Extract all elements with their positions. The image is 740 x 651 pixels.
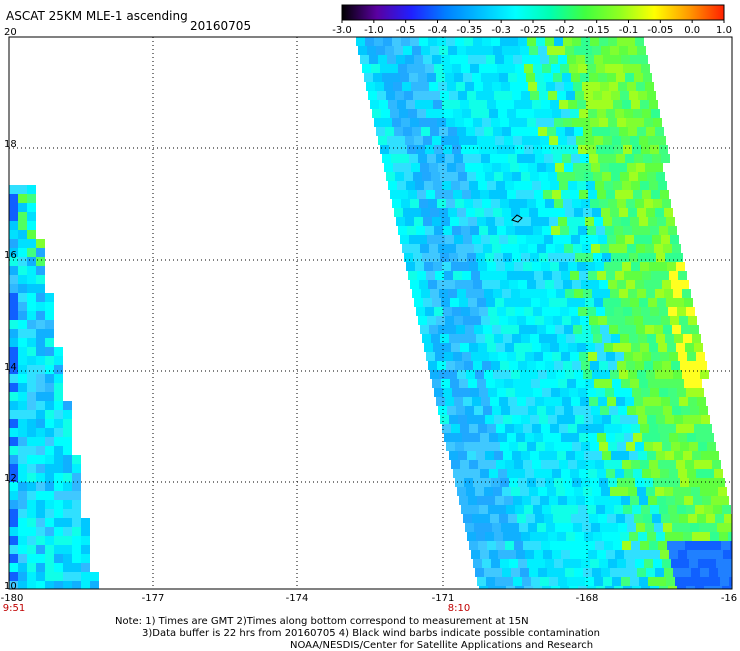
colorbar-label: -3.0 — [332, 25, 352, 36]
colorbar-label: -0.4 — [427, 25, 448, 36]
lat-label-16: 16 — [4, 250, 17, 261]
colorbar-label: -0.25 — [520, 25, 546, 36]
lat-label-12: 12 — [4, 473, 17, 484]
colorbar-label: -0.15 — [583, 25, 610, 36]
lon-label-177: -177 — [141, 593, 165, 604]
colorbar-label: 1.0 — [716, 25, 732, 36]
colorbar-label: -0.05 — [647, 25, 674, 36]
colorbar — [341, 4, 725, 23]
lat-label-14: 14 — [4, 362, 17, 373]
lat-label-18: 18 — [4, 139, 17, 150]
lat-label-20: 20 — [4, 27, 17, 38]
colorbar-label: -0.2 — [555, 25, 575, 36]
lat-label-10: 10 — [4, 581, 17, 592]
note-line-2: 3)Data buffer is 22 hrs from 20160705 4)… — [142, 628, 600, 639]
colorbar-label: -0.1 — [618, 25, 639, 36]
colorbar-label: -1.0 — [364, 25, 384, 36]
lon-label-171: -171 — [431, 593, 455, 604]
time-label-mid: 8:10 — [447, 603, 471, 614]
colorbar-gradient — [341, 4, 725, 21]
gridlines — [9, 37, 732, 589]
note-line-1: Note: 1) Times are GMT 2)Times along bot… — [115, 616, 529, 627]
lon-label-180: -180 — [0, 593, 24, 604]
lon-label-174: -174 — [285, 593, 309, 604]
colorbar-label: -0.5 — [395, 25, 416, 36]
colorbar-label: 0.0 — [684, 25, 701, 36]
time-label-left: 9:51 — [2, 603, 26, 614]
lon-label-168: -168 — [575, 593, 599, 604]
colorbar-label: -0.3 — [491, 25, 511, 36]
wind-barb-marker — [511, 214, 523, 223]
colorbar-label: -0.35 — [456, 25, 483, 36]
product-date: 20160705 — [190, 19, 252, 33]
plot-frame — [8, 36, 733, 590]
data-swaths — [9, 37, 732, 589]
product-title: ASCAT 25KM MLE-1 ascending — [6, 9, 188, 23]
note-line-3: NOAA/NESDIS/Center for Satellite Applica… — [290, 640, 594, 651]
lon-label-164: -16 — [720, 593, 738, 604]
